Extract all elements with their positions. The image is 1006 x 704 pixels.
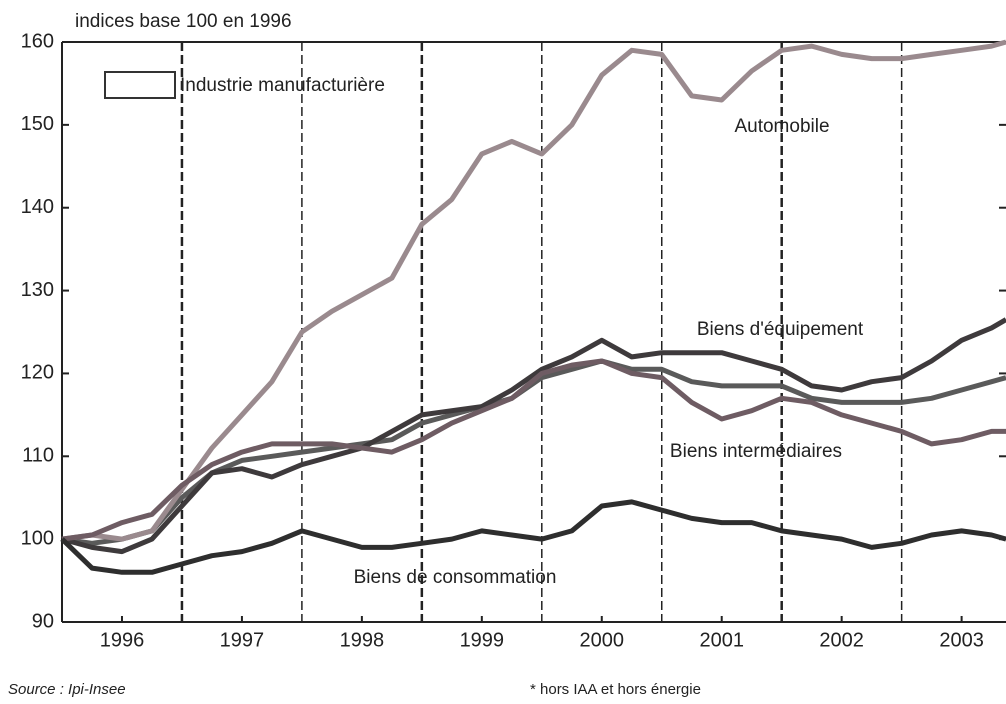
y-tick-label: 150 <box>21 113 54 135</box>
series-line <box>61 317 1006 555</box>
series-line <box>61 358 1006 542</box>
y-tick-label: 160 <box>21 30 54 52</box>
y-tick-label: 100 <box>21 527 54 549</box>
series-label: Automobile <box>734 116 829 137</box>
x-tick-label: 2001 <box>699 629 744 651</box>
legend-swatch <box>104 71 176 99</box>
x-tick-label: 1999 <box>460 629 505 651</box>
y-tick-label: 130 <box>21 279 54 301</box>
series-line <box>61 358 1006 546</box>
series-label: Biens de consommation <box>354 567 557 588</box>
y-tick-label: 120 <box>21 362 54 384</box>
x-tick-label: 1996 <box>100 629 145 651</box>
series-line <box>61 39 1006 542</box>
series-label: Biens d'équipement <box>697 319 864 340</box>
y-tick-label: 140 <box>21 196 54 218</box>
y-tick-label: 110 <box>22 445 54 467</box>
x-tick-label: 2000 <box>580 629 625 651</box>
x-tick-label: 2003 <box>939 629 984 651</box>
x-tick-label: 1998 <box>340 629 385 651</box>
legend-label: Industrie manufacturière <box>180 75 385 96</box>
x-tick-label: 1997 <box>220 629 265 651</box>
series-label: Biens intermédiaires <box>670 441 842 462</box>
series-line <box>60 499 1006 575</box>
x-tick-label: 2002 <box>819 629 864 651</box>
source: Source : Ipi-Insee <box>8 681 126 698</box>
note: * hors IAA et hors énergie <box>530 681 701 698</box>
chart-title: indices base 100 en 1996 <box>75 11 292 32</box>
y-tick-label: 90 <box>32 610 54 632</box>
